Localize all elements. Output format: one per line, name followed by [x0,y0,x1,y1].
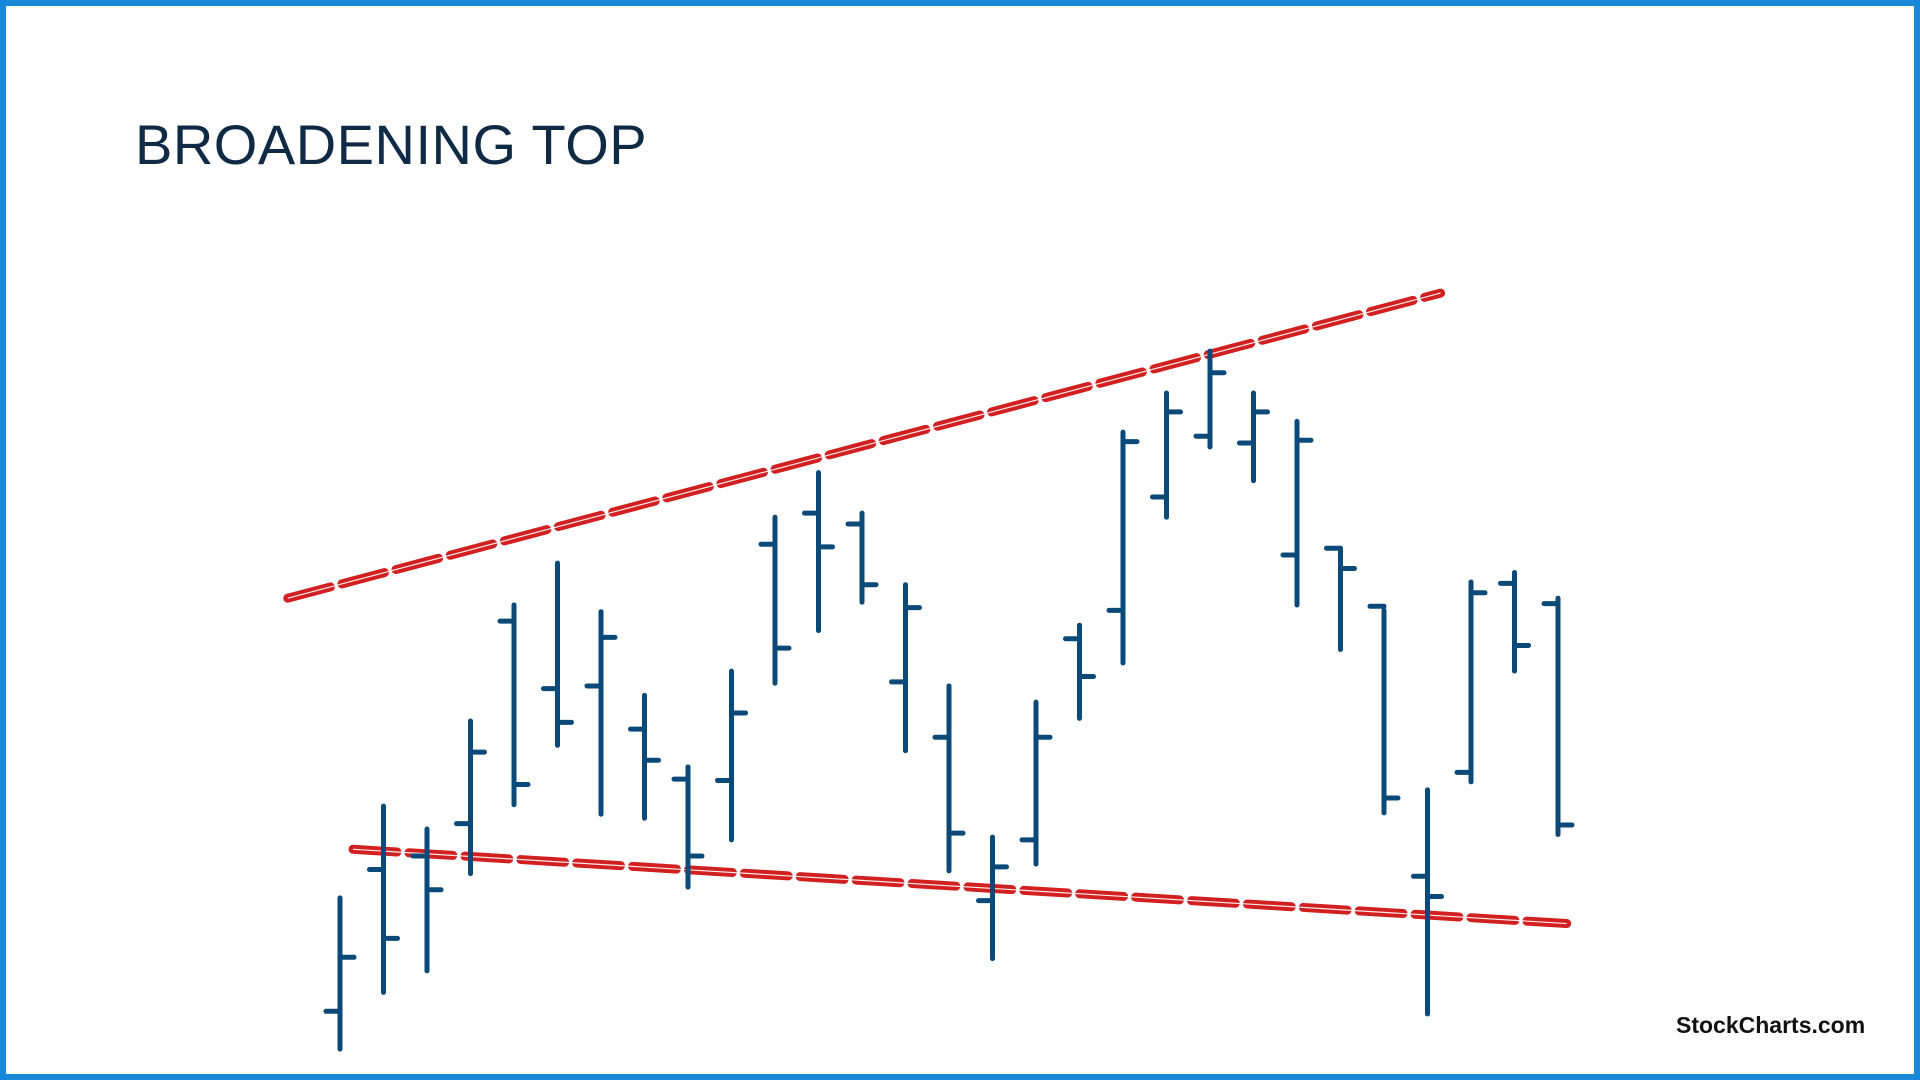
ohlc-bar [628,692,661,821]
ohlc-bar [802,470,835,634]
brand-label: StockCharts.com [1676,1012,1866,1038]
ohlc-bar [758,514,792,686]
ohlc-bar [367,803,400,995]
ohlc-bar [541,560,574,748]
ohlc-bar [671,764,705,890]
ohlc-bar [410,826,444,974]
ohlc-bar [1063,622,1096,721]
trendline-upper-highlight [287,292,1441,599]
ohlc-bar [1411,787,1444,1017]
ohlc-bar [454,718,487,877]
ohlc-bar [845,510,879,605]
ohlc-bar [1019,699,1053,867]
ohlc-bar [715,668,748,843]
ohlc-bar [1324,545,1357,652]
ohlc-bar [1150,390,1183,520]
trendlines [283,288,1572,929]
ohlc-bar [323,895,357,1052]
ohlc-bar [1193,348,1227,450]
trendline-lower-highlight [353,848,1567,925]
ohlc-bar [976,834,1009,962]
ohlc-bar [1498,570,1531,674]
ohlc-bar [1237,390,1270,484]
ohlc-bar [1280,418,1314,608]
ohlc-bar [1541,595,1575,837]
ohlc-bar [1454,579,1488,785]
ohlc-bar [497,602,531,808]
ohlc-bar [584,609,618,817]
ohlc-bar [932,683,966,874]
chart-title: BROADENING TOP [135,113,648,176]
ohlc-bar [889,582,922,754]
ohlc-bar [1106,429,1140,666]
ohlc-bar [1367,603,1401,816]
price-bars [323,348,1575,1052]
